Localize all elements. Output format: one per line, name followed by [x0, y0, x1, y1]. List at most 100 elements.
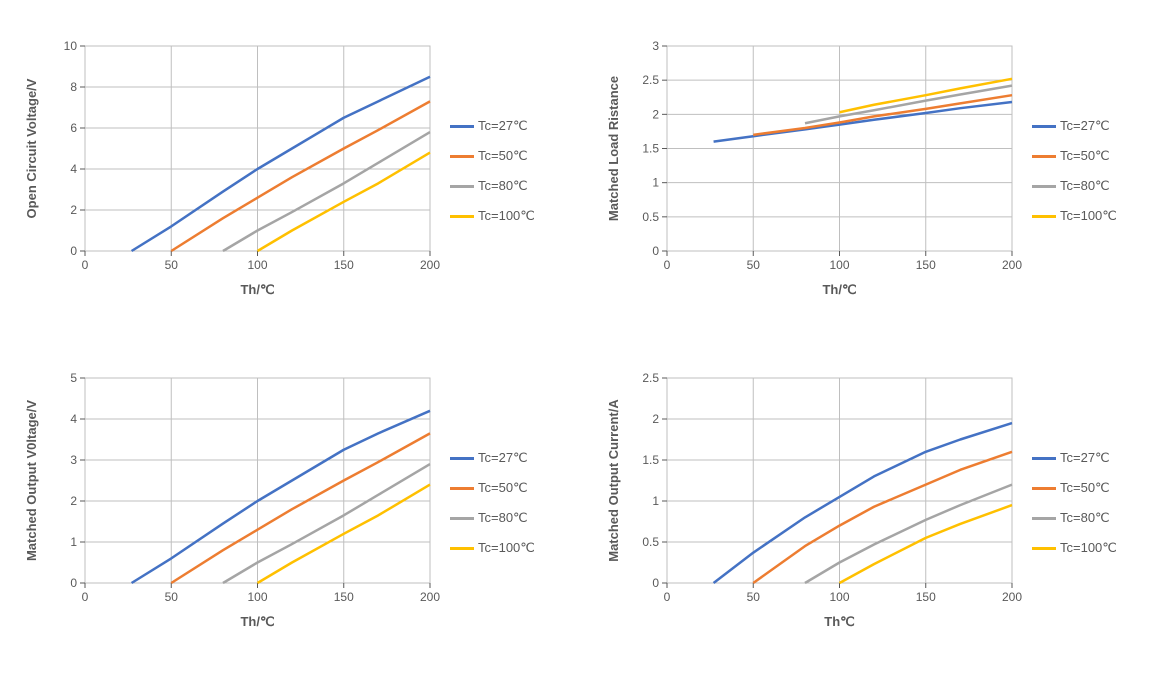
svg-text:2: 2	[652, 412, 659, 426]
svg-text:2: 2	[652, 107, 659, 121]
svg-text:1: 1	[652, 176, 659, 190]
legend-item: Tc=80℃	[1032, 178, 1117, 194]
svg-text:50: 50	[747, 590, 761, 604]
legend-item: Tc=50℃	[1032, 480, 1117, 496]
legend-2: Tc=27℃ Tc=50℃ Tc=80℃ Tc=100℃	[450, 450, 535, 556]
legend-label: Tc=80℃	[1060, 510, 1110, 526]
svg-text:100: 100	[247, 590, 267, 604]
svg-text:150: 150	[916, 590, 936, 604]
svg-text:200: 200	[420, 258, 440, 272]
svg-text:5: 5	[70, 371, 77, 385]
legend-item: Tc=50℃	[1032, 148, 1117, 164]
svg-text:1.5: 1.5	[642, 453, 659, 467]
legend-label: Tc=50℃	[1060, 480, 1110, 496]
svg-text:Open Circuit Voltage/V: Open Circuit Voltage/V	[24, 78, 39, 218]
chart-panel-1: 05010015020000.511.522.53Th/℃Matched Loa…	[602, 20, 1144, 322]
legend-item: Tc=27℃	[1032, 118, 1117, 134]
legend-swatch	[450, 457, 474, 460]
svg-text:0: 0	[70, 244, 77, 258]
legend-item: Tc=27℃	[450, 118, 535, 134]
svg-text:100: 100	[829, 258, 849, 272]
legend-item: Tc=100℃	[450, 540, 535, 556]
svg-text:0: 0	[664, 258, 671, 272]
svg-text:50: 50	[165, 590, 179, 604]
svg-text:10: 10	[64, 39, 78, 53]
legend-label: Tc=27℃	[1060, 118, 1110, 134]
svg-text:8: 8	[70, 80, 77, 94]
chart-panel-3: 05010015020000.511.522.5Th℃Matched Outpu…	[602, 352, 1144, 654]
svg-text:Th/℃: Th/℃	[822, 282, 856, 297]
legend-swatch	[1032, 517, 1056, 520]
legend-swatch	[1032, 487, 1056, 490]
svg-text:150: 150	[334, 590, 354, 604]
charts-grid: 0501001502000246810Th/℃Open Circuit Volt…	[20, 20, 1144, 654]
svg-text:150: 150	[916, 258, 936, 272]
svg-text:50: 50	[165, 258, 179, 272]
legend-label: Tc=50℃	[478, 480, 528, 496]
legend-swatch	[450, 155, 474, 158]
legend-swatch	[1032, 155, 1056, 158]
chart-panel-2: 050100150200012345Th/℃Matched Output V0l…	[20, 352, 562, 654]
svg-text:0.5: 0.5	[642, 210, 659, 224]
svg-text:150: 150	[334, 258, 354, 272]
legend-swatch	[450, 547, 474, 550]
svg-text:0.5: 0.5	[642, 535, 659, 549]
legend-label: Tc=80℃	[478, 178, 528, 194]
legend-1: Tc=27℃ Tc=50℃ Tc=80℃ Tc=100℃	[1032, 118, 1117, 224]
svg-text:0: 0	[82, 258, 89, 272]
svg-text:50: 50	[747, 258, 761, 272]
chart-matched-output-current: 05010015020000.511.522.5Th℃Matched Outpu…	[602, 368, 1022, 638]
legend-item: Tc=100℃	[450, 208, 535, 224]
svg-text:200: 200	[420, 590, 440, 604]
chart-panel-0: 0501001502000246810Th/℃Open Circuit Volt…	[20, 20, 562, 322]
legend-label: Tc=27℃	[478, 118, 528, 134]
svg-text:3: 3	[70, 453, 77, 467]
legend-item: Tc=80℃	[450, 510, 535, 526]
chart-matched-output-voltage: 050100150200012345Th/℃Matched Output V0l…	[20, 368, 440, 638]
svg-text:1.5: 1.5	[642, 142, 659, 156]
svg-text:0: 0	[652, 244, 659, 258]
chart-matched-load-resistance: 05010015020000.511.522.53Th/℃Matched Loa…	[602, 36, 1022, 306]
chart-open-circuit-voltage: 0501001502000246810Th/℃Open Circuit Volt…	[20, 36, 440, 306]
legend-swatch	[1032, 185, 1056, 188]
svg-text:1: 1	[70, 535, 77, 549]
legend-label: Tc=50℃	[478, 148, 528, 164]
legend-swatch	[450, 185, 474, 188]
legend-swatch	[1032, 547, 1056, 550]
legend-item: Tc=27℃	[1032, 450, 1117, 466]
svg-text:200: 200	[1002, 590, 1022, 604]
svg-text:Matched Output Current/A: Matched Output Current/A	[606, 399, 621, 562]
svg-text:0: 0	[652, 576, 659, 590]
svg-text:Matched Load Ristance: Matched Load Ristance	[606, 76, 621, 221]
legend-3: Tc=27℃ Tc=50℃ Tc=80℃ Tc=100℃	[1032, 450, 1117, 556]
legend-swatch	[450, 215, 474, 218]
svg-text:4: 4	[70, 412, 77, 426]
legend-label: Tc=80℃	[1060, 178, 1110, 194]
legend-item: Tc=27℃	[450, 450, 535, 466]
legend-swatch	[1032, 457, 1056, 460]
svg-text:Matched Output V0ltage/V: Matched Output V0ltage/V	[24, 400, 39, 561]
legend-label: Tc=100℃	[478, 540, 535, 556]
legend-label: Tc=100℃	[478, 208, 535, 224]
legend-swatch	[450, 517, 474, 520]
legend-label: Tc=50℃	[1060, 148, 1110, 164]
legend-item: Tc=100℃	[1032, 208, 1117, 224]
legend-label: Tc=100℃	[1060, 540, 1117, 556]
legend-swatch	[1032, 215, 1056, 218]
svg-text:2: 2	[70, 494, 77, 508]
svg-text:6: 6	[70, 121, 77, 135]
legend-label: Tc=80℃	[478, 510, 528, 526]
svg-text:0: 0	[664, 590, 671, 604]
legend-swatch	[450, 125, 474, 128]
svg-text:0: 0	[70, 576, 77, 590]
svg-text:Th/℃: Th/℃	[240, 282, 274, 297]
svg-text:200: 200	[1002, 258, 1022, 272]
svg-text:3: 3	[652, 39, 659, 53]
svg-text:4: 4	[70, 162, 77, 176]
legend-label: Tc=27℃	[478, 450, 528, 466]
legend-label: Tc=100℃	[1060, 208, 1117, 224]
legend-swatch	[450, 487, 474, 490]
svg-text:1: 1	[652, 494, 659, 508]
svg-text:2: 2	[70, 203, 77, 217]
legend-item: Tc=80℃	[450, 178, 535, 194]
